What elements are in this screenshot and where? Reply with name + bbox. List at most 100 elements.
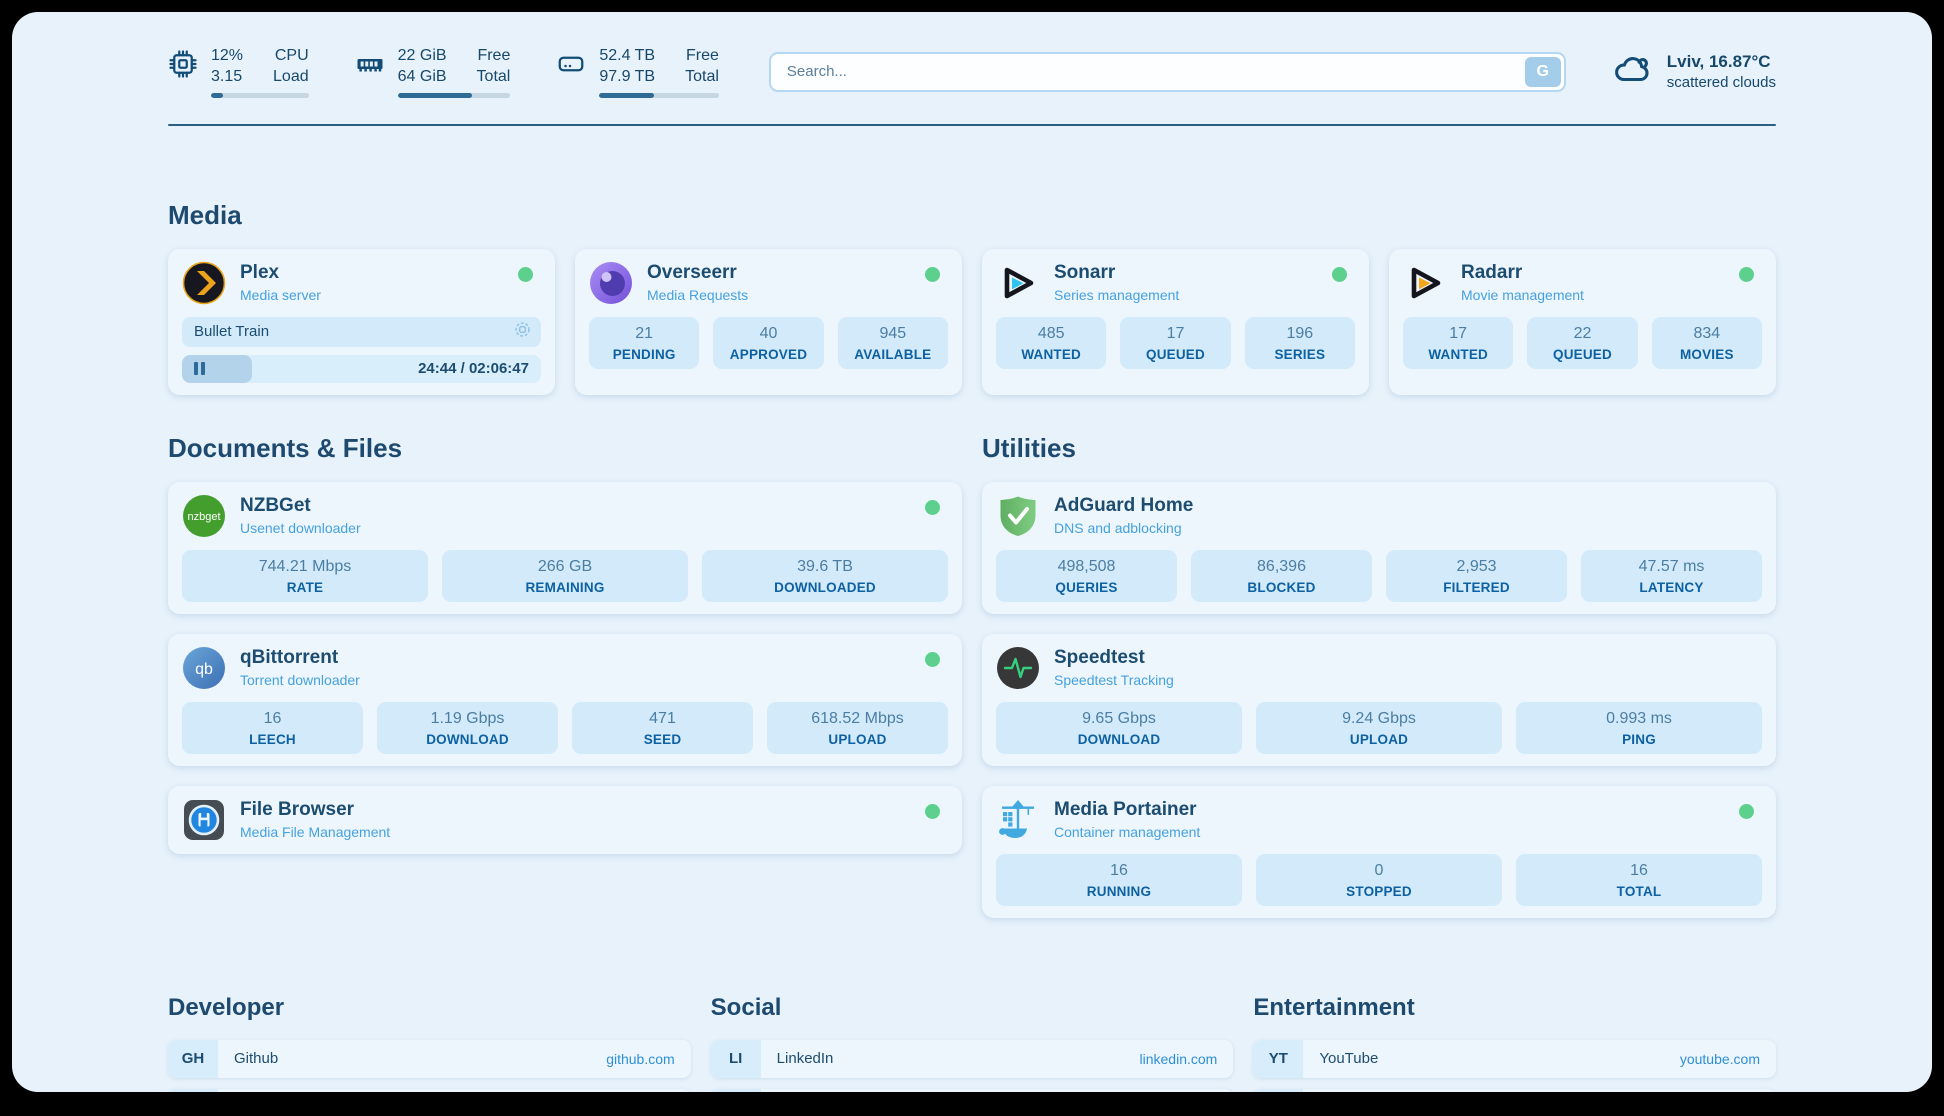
nzbget-card[interactable]: nzbget NZBGet Usenet downloader 744.21 M… bbox=[168, 481, 962, 614]
stat-box: 266 GB REMAINING bbox=[442, 549, 688, 602]
utilities-section-title: Utilities bbox=[982, 432, 1076, 463]
service-name: Sonarr bbox=[1054, 262, 1116, 284]
service-subtitle: Media server bbox=[240, 287, 321, 304]
stat-box: 196 SERIES bbox=[1244, 316, 1355, 369]
portainer-card[interactable]: Media Portainer Container management 16 … bbox=[982, 785, 1776, 918]
now-playing-title: Bullet Train bbox=[194, 323, 270, 341]
nzbget-logo: nzbget bbox=[182, 494, 226, 538]
stat-box: 17 WANTED bbox=[1403, 316, 1514, 369]
stat-box: 16 RUNNING bbox=[996, 853, 1242, 906]
stat-box: 498,508 QUERIES bbox=[996, 549, 1177, 602]
cpu-icon bbox=[168, 49, 198, 84]
radarr-card[interactable]: Radarr Movie management 17 WANTED 22 QUE… bbox=[1389, 248, 1776, 395]
entertainment-section-title: Entertainment bbox=[1253, 993, 1415, 1021]
overseerr-card[interactable]: Overseerr Media Requests 21 PENDING 40 A… bbox=[575, 248, 962, 395]
search-bar: G bbox=[768, 51, 1566, 92]
link-netflix[interactable]: NF Netflix netflix.com bbox=[1253, 1088, 1777, 1092]
cpu-progress-bar bbox=[211, 92, 309, 98]
ram-progress-bar bbox=[397, 92, 511, 98]
stat-box: 47.57 ms LATENCY bbox=[1581, 549, 1762, 602]
service-subtitle: Container management bbox=[1054, 824, 1201, 841]
status-dot bbox=[518, 266, 533, 282]
stat-box: 9.65 Gbps DOWNLOAD bbox=[996, 701, 1242, 754]
link-stackoverflow[interactable]: SO StackOverflow stackoverflow.com bbox=[168, 1088, 691, 1092]
cpu-load-value: 3.15 bbox=[211, 67, 243, 85]
disk-progress-bar bbox=[599, 92, 719, 98]
link-youtube[interactable]: YT YouTube youtube.com bbox=[1253, 1039, 1777, 1078]
cpu-stat: 12% 3.15 CPU Load bbox=[168, 46, 309, 98]
status-dot bbox=[925, 651, 940, 667]
search-input[interactable] bbox=[768, 51, 1566, 92]
service-subtitle: Media File Management bbox=[240, 824, 391, 841]
playback-progress-bar: 24:44 / 02:06:47 bbox=[182, 354, 541, 383]
weather-condition: scattered clouds bbox=[1666, 74, 1776, 92]
plex-logo bbox=[182, 261, 226, 305]
adguard-card[interactable]: AdGuard Home DNS and adblocking 498,508 … bbox=[982, 481, 1776, 614]
speedtest-card[interactable]: Speedtest Speedtest Tracking 9.65 Gbps D… bbox=[982, 633, 1776, 766]
filebrowser-logo bbox=[182, 798, 226, 842]
disk-label-1: Free bbox=[685, 47, 719, 64]
ram-total-value: 64 GiB bbox=[397, 67, 447, 85]
header-divider bbox=[168, 123, 1776, 126]
ram-free-value: 22 GiB bbox=[397, 47, 447, 64]
ram-label-2: Total bbox=[476, 67, 511, 85]
svg-text:nzbget: nzbget bbox=[187, 511, 220, 523]
stat-box: 485 WANTED bbox=[996, 316, 1107, 369]
service-subtitle: Series management bbox=[1054, 287, 1180, 304]
status-dot bbox=[1332, 266, 1347, 282]
link-badge: YT bbox=[1253, 1039, 1304, 1078]
now-playing-session-icon[interactable] bbox=[514, 321, 531, 342]
link-badge: SO bbox=[168, 1088, 218, 1092]
service-subtitle: Torrent downloader bbox=[240, 672, 360, 689]
stat-box: 21 PENDING bbox=[589, 316, 700, 369]
adguard-logo bbox=[996, 494, 1040, 538]
header: 12% 3.15 CPU Load bbox=[168, 12, 1776, 98]
status-dot bbox=[925, 803, 940, 819]
stat-box: 17 QUEUED bbox=[1120, 316, 1231, 369]
service-name: Media Portainer bbox=[1054, 799, 1197, 821]
service-subtitle: Media Requests bbox=[647, 287, 749, 304]
social-links-section: Social LI LinkedIn linkedin.com TW Twitt… bbox=[710, 994, 1234, 1092]
ram-stat: 22 GiB 64 GiB Free Total bbox=[355, 46, 511, 98]
stat-box: 16 TOTAL bbox=[1516, 853, 1762, 906]
disk-stat: 52.4 TB 97.9 TB Free Total bbox=[556, 46, 719, 98]
stat-box: 22 QUEUED bbox=[1527, 316, 1638, 369]
link-badge: LI bbox=[710, 1039, 761, 1078]
service-subtitle: Speedtest Tracking bbox=[1054, 672, 1174, 689]
service-name: File Browser bbox=[240, 799, 355, 821]
speedtest-logo bbox=[996, 646, 1040, 690]
stat-box: 39.6 TB DOWNLOADED bbox=[702, 549, 948, 602]
search-engine-button[interactable]: G bbox=[1524, 56, 1561, 87]
svg-text:qb: qb bbox=[195, 661, 213, 678]
qbittorrent-card[interactable]: qb qBittorrent Torrent downloader 16 LEE… bbox=[168, 633, 962, 766]
plex-card[interactable]: Plex Media server Bullet Train bbox=[168, 248, 555, 395]
disk-free-value: 52.4 TB bbox=[599, 47, 656, 64]
weather-location: Lviv, 16.87°C bbox=[1666, 52, 1771, 72]
link-linkedin[interactable]: LI LinkedIn linkedin.com bbox=[710, 1039, 1234, 1078]
pause-icon[interactable] bbox=[194, 362, 205, 376]
stat-box: 618.52 Mbps UPLOAD bbox=[767, 701, 948, 754]
sonarr-card[interactable]: Sonarr Series management 485 WANTED 17 Q… bbox=[982, 248, 1369, 395]
disk-total-value: 97.9 TB bbox=[599, 67, 656, 85]
link-twitter[interactable]: TW Twitter twitter.com bbox=[710, 1088, 1234, 1092]
service-name: AdGuard Home bbox=[1054, 495, 1194, 517]
documents-column: Documents & Files nzbget NZBGet Usenet d bbox=[168, 433, 962, 938]
media-section-title: Media bbox=[168, 199, 242, 230]
service-subtitle: DNS and adblocking bbox=[1054, 520, 1182, 537]
filebrowser-card[interactable]: File Browser Media File Management bbox=[168, 785, 962, 854]
service-name: Radarr bbox=[1461, 262, 1523, 284]
qbittorrent-logo: qb bbox=[182, 646, 226, 690]
link-badge: GH bbox=[168, 1039, 218, 1078]
status-dot bbox=[925, 266, 940, 282]
service-subtitle: Usenet downloader bbox=[240, 520, 361, 537]
disk-label-2: Total bbox=[685, 67, 719, 85]
status-dot bbox=[925, 499, 940, 515]
stat-box: 40 APPROVED bbox=[713, 316, 824, 369]
cpu-label-1: CPU bbox=[274, 47, 309, 64]
service-name: Plex bbox=[240, 262, 280, 284]
stat-box: 834 MOVIES bbox=[1651, 316, 1762, 369]
link-github[interactable]: GH Github github.com bbox=[168, 1039, 691, 1078]
weather-widget: Lviv, 16.87°C scattered clouds bbox=[1612, 52, 1776, 91]
cpu-label-2: Load bbox=[273, 67, 309, 85]
service-subtitle: Movie management bbox=[1461, 287, 1584, 304]
